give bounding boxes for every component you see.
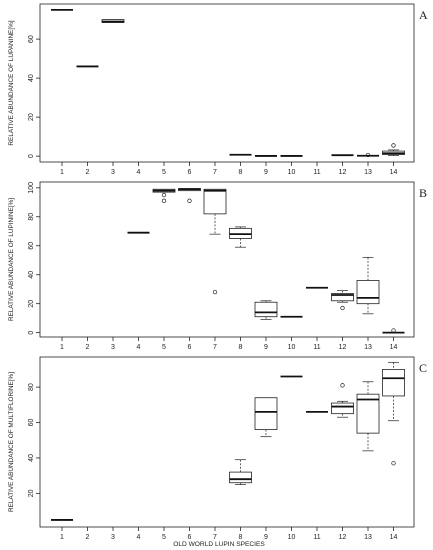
x-tick-label: 10 <box>288 534 296 541</box>
x-tick-label: 13 <box>364 534 372 541</box>
x-tick-label: 1 <box>60 344 64 351</box>
box <box>356 393 380 434</box>
y-tick-label: 20 <box>28 113 35 121</box>
x-tick-label: 13 <box>364 344 372 351</box>
y-tick-label: 60 <box>28 35 35 43</box>
outlier-point <box>161 198 167 203</box>
x-tick-label: 14 <box>390 169 398 176</box>
x-tick-label: 7 <box>213 169 217 176</box>
panel-label: B <box>419 186 427 200</box>
outlier-point <box>340 305 345 311</box>
outlier-point <box>212 289 218 295</box>
x-tick-label: 9 <box>264 169 268 176</box>
x-tick-label: 2 <box>86 534 90 541</box>
x-tick-label: 10 <box>288 169 296 176</box>
x-tick-label: 7 <box>213 534 217 541</box>
x-tick-label: 7 <box>213 344 217 351</box>
y-tick-label: 100 <box>28 182 35 194</box>
box <box>254 397 278 431</box>
y-tick-label: 40 <box>28 271 35 279</box>
y-tick-label: 40 <box>28 454 35 462</box>
x-tick-label: 3 <box>111 344 115 351</box>
x-tick-label: 4 <box>137 344 141 351</box>
box <box>229 471 252 484</box>
outlier-point <box>391 461 396 466</box>
x-tick-label: 2 <box>86 169 90 176</box>
x-tick-label: 6 <box>188 169 192 176</box>
outlier-point <box>365 152 371 158</box>
plot-frame <box>39 181 415 338</box>
y-tick-label: 0 <box>28 154 35 158</box>
x-tick-label: 6 <box>188 344 192 351</box>
x-tick-label: 9 <box>264 534 268 541</box>
x-tick-label: 8 <box>239 534 243 541</box>
x-tick-label: 8 <box>239 169 243 176</box>
x-tick-label: 9 <box>264 344 268 351</box>
y-tick-label: 0 <box>28 331 35 335</box>
x-tick-label: 5 <box>162 344 166 351</box>
box <box>331 293 354 302</box>
x-tick-label: 1 <box>60 169 64 176</box>
x-tick-label: 14 <box>390 534 398 541</box>
x-tick-label: 2 <box>86 344 90 351</box>
x-tick-label: 14 <box>390 344 398 351</box>
y-tick-label: 80 <box>28 383 35 391</box>
x-tick-label: 12 <box>339 169 347 176</box>
outlier-point <box>340 383 345 388</box>
x-tick-label: 12 <box>339 534 347 541</box>
box <box>203 188 227 215</box>
x-tick-label: 4 <box>137 169 141 176</box>
box <box>356 280 380 305</box>
box <box>254 301 278 318</box>
x-tick-label: 3 <box>111 169 115 176</box>
x-tick-label: 11 <box>313 534 320 541</box>
x-tick-label: 13 <box>364 169 372 176</box>
outlier-point <box>161 192 167 198</box>
y-tick-label: 20 <box>28 489 35 497</box>
box <box>331 402 354 415</box>
x-tick-label: 11 <box>313 169 320 176</box>
x-tick-label: 5 <box>162 534 166 541</box>
outlier-point <box>391 143 396 148</box>
y-axis-label: RELATIVE ABUNDANCE OF LUPININE[%] <box>8 198 15 321</box>
x-tick-label: 1 <box>60 534 64 541</box>
panel-label: C <box>419 361 427 375</box>
x-tick-label: 3 <box>111 534 115 541</box>
x-tick-label: 5 <box>162 169 166 176</box>
y-tick-label: 80 <box>28 213 35 221</box>
x-tick-label: 11 <box>313 344 320 351</box>
x-tick-label: 10 <box>288 344 296 351</box>
y-tick-label: 60 <box>28 419 35 427</box>
x-tick-label: 12 <box>339 344 347 351</box>
outlier-point <box>187 198 192 203</box>
x-axis-label: OLD WORLD LUPIN SPECIES <box>173 541 265 548</box>
y-axis-label: RELATIVE ABUNDANCE OF MULTIFLORINE[%] <box>8 372 15 512</box>
outlier-point <box>391 328 396 333</box>
y-tick-label: 60 <box>28 242 35 250</box>
panel-label: A <box>419 8 428 22</box>
x-tick-label: 8 <box>239 344 243 351</box>
x-tick-label: 4 <box>137 534 141 541</box>
x-tick-label: 6 <box>188 534 192 541</box>
y-axis-label: RELATIVE ABUNDANCE OF LUPANINE[%] <box>8 20 15 145</box>
plot-frame <box>39 3 415 163</box>
box <box>382 368 405 397</box>
y-tick-label: 40 <box>28 74 35 82</box>
plot-frame <box>39 356 415 528</box>
y-tick-label: 20 <box>28 300 35 308</box>
